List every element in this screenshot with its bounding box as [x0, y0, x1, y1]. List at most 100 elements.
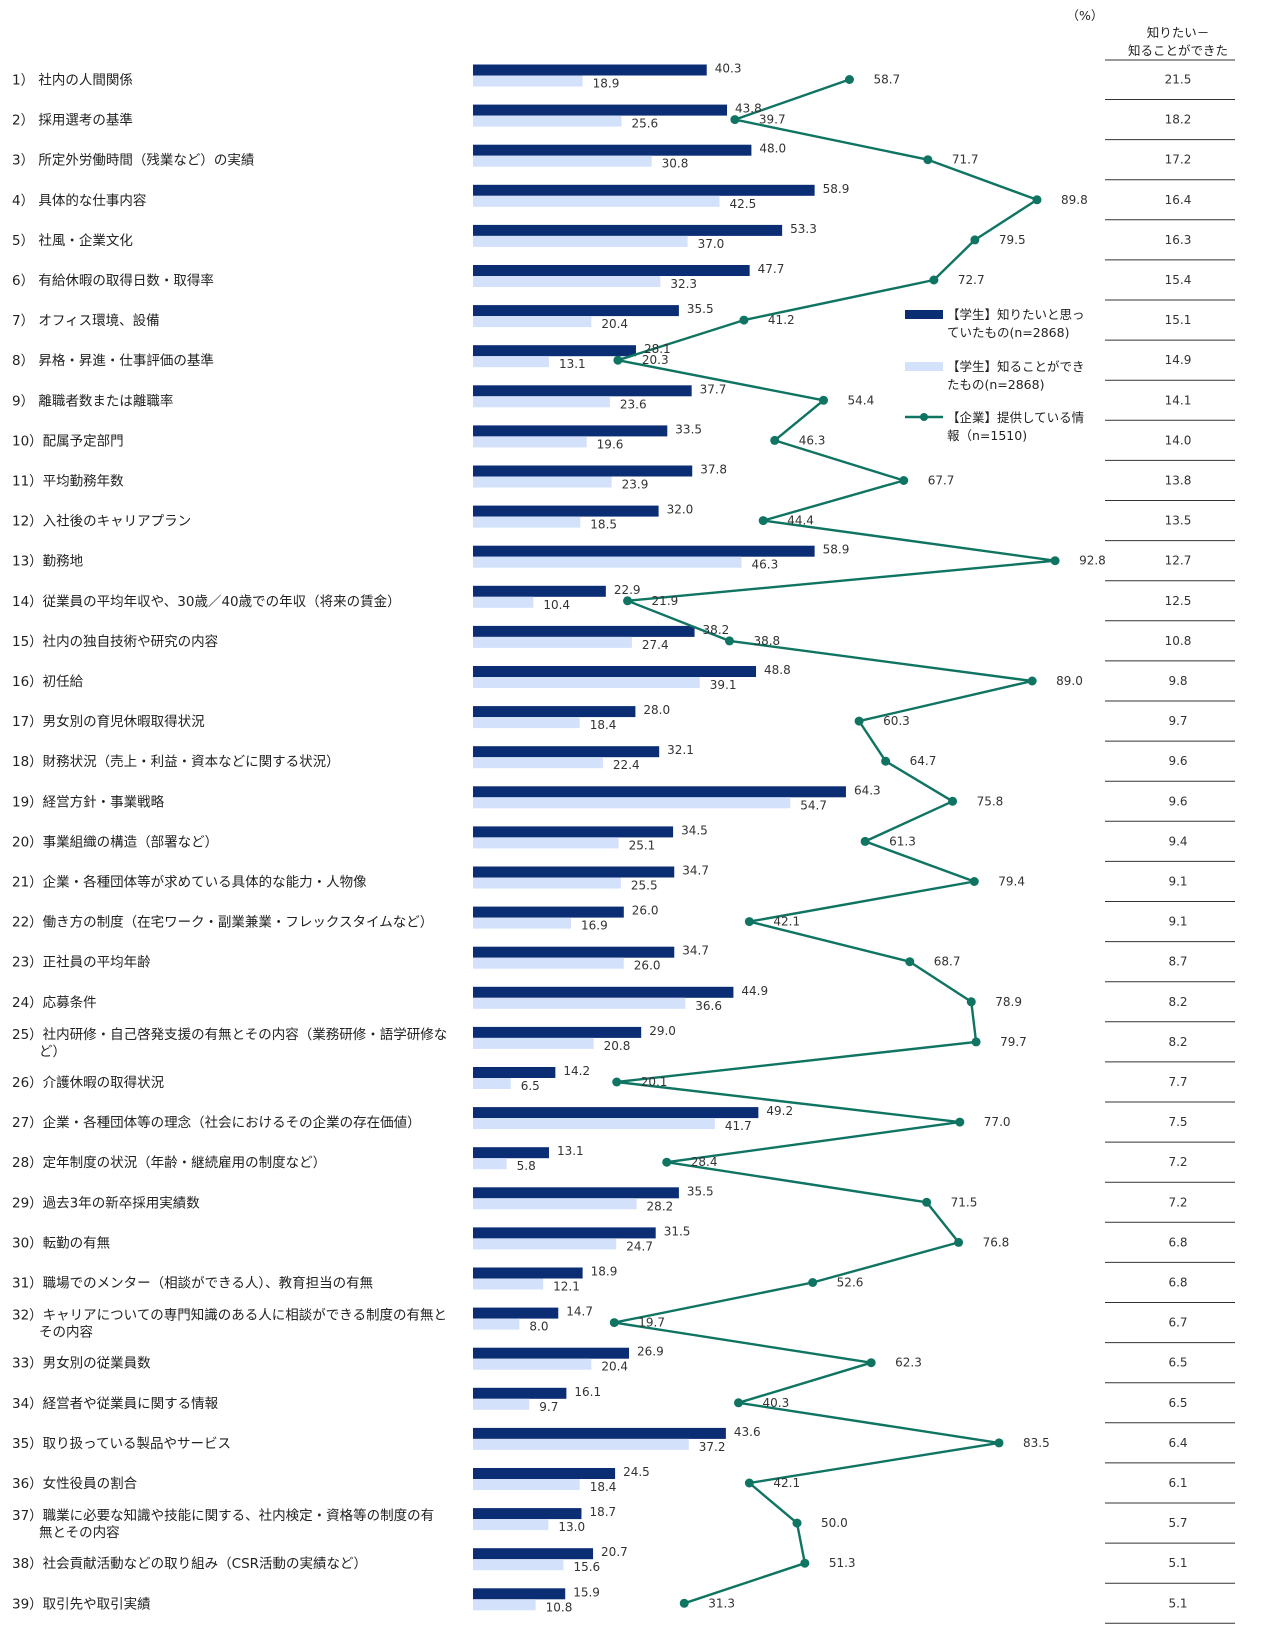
value-label-got: 37.0: [698, 237, 725, 251]
value-label-want: 43.8: [735, 102, 762, 116]
bar-want: [473, 104, 728, 116]
value-label-got: 5.8: [517, 1159, 536, 1173]
diff-value: 5.1: [1168, 1596, 1187, 1610]
value-label-company: 89.8: [1061, 193, 1088, 207]
category-label: 18）財務状況（売上・利益・資本などに関する状況）: [12, 754, 340, 770]
value-label-want: 49.2: [766, 1104, 793, 1118]
bar-want: [473, 826, 674, 838]
company-point: [730, 115, 740, 125]
value-label-want: 37.7: [700, 382, 727, 396]
category-label: 1） 社内の人間関係: [12, 73, 133, 89]
bar-want: [473, 1387, 567, 1399]
company-point: [792, 1518, 802, 1528]
company-point: [623, 596, 633, 606]
bar-want: [473, 1227, 656, 1239]
value-label-company: 46.3: [799, 433, 826, 447]
category-label: 37）職業に必要な知識や技能に関する、社内検定・資格等の制度の有: [12, 1507, 434, 1524]
company-point: [739, 315, 749, 325]
value-label-got: 13.0: [558, 1520, 585, 1534]
company-point: [881, 756, 891, 766]
diff-value: 6.8: [1168, 1276, 1187, 1290]
diff-value: 10.8: [1165, 634, 1192, 648]
value-label-want: 38.2: [703, 623, 730, 637]
category-label: 24）応募条件: [12, 994, 97, 1011]
value-label-company: 60.3: [883, 714, 910, 728]
category-label: 29）過去3年の新卒採用実績数: [12, 1195, 200, 1211]
company-point: [819, 395, 829, 405]
value-label-company: 39.7: [759, 113, 786, 127]
company-point: [971, 1037, 981, 1047]
bar-series: [473, 64, 846, 1611]
value-label-company: 67.7: [928, 474, 955, 488]
bar-got: [473, 1037, 594, 1049]
value-label-want: 22.9: [614, 583, 641, 597]
value-label-want: 34.5: [681, 823, 708, 837]
category-label: 34）経営者や従業員に関する情報: [12, 1396, 219, 1412]
category-label: 17）男女別の育児休暇取得状況: [12, 713, 205, 730]
company-point: [1050, 556, 1060, 566]
value-label-want: 58.9: [823, 543, 850, 557]
diff-value: 8.7: [1168, 955, 1187, 969]
company-point: [970, 235, 980, 245]
value-label-got: 54.7: [800, 798, 827, 812]
diff-value: 12.7: [1165, 554, 1192, 568]
value-label-company: 42.1: [773, 915, 800, 929]
category-label: 10）配属予定部門: [12, 433, 124, 449]
company-point: [744, 917, 754, 927]
value-label-want: 43.6: [734, 1425, 761, 1439]
company-point: [613, 355, 623, 365]
value-label-company: 20.1: [641, 1075, 668, 1089]
value-label-got: 15.6: [573, 1560, 600, 1574]
value-label-company: 31.3: [708, 1596, 735, 1610]
value-label-want: 32.1: [667, 743, 694, 757]
value-label-got: 25.5: [631, 879, 658, 893]
company-point: [612, 1077, 622, 1087]
diff-header-line1: 知りたい－: [1147, 25, 1210, 40]
value-label-got: 39.1: [710, 678, 737, 692]
category-label: 2） 採用選考の基準: [12, 112, 133, 129]
value-label-company: 79.7: [1000, 1035, 1027, 1049]
diff-value: 6.5: [1168, 1396, 1187, 1410]
company-point: [969, 877, 979, 886]
value-label-company: 52.6: [837, 1276, 864, 1290]
bar-want: [473, 1187, 679, 1199]
category-label: 27）企業・各種団体等の理念（社会におけるその企業の存在価値）: [12, 1114, 421, 1131]
category-label: 36）女性役員の割合: [12, 1475, 138, 1492]
value-label-want: 28.1: [644, 342, 671, 356]
category-label: その内容: [12, 1324, 93, 1341]
company-point: [662, 1157, 672, 1167]
category-label: 3） 所定外労働時間（残業など）の実績: [12, 153, 254, 169]
value-label-got: 20.8: [604, 1039, 631, 1053]
bar-got: [473, 516, 581, 528]
bar-got: [473, 596, 534, 608]
value-label-got: 22.4: [613, 758, 640, 772]
company-point: [800, 1558, 810, 1568]
company-point: [948, 796, 958, 806]
value-label-want: 34.7: [682, 944, 709, 958]
category-label: 15）社内の独自技術や研究の内容: [12, 633, 218, 650]
category-label: 6） 有給休暇の取得日数・取得率: [12, 272, 214, 289]
bar-want: [473, 385, 692, 397]
bar-want: [473, 906, 624, 918]
bar-got: [473, 1198, 637, 1210]
bar-want: [473, 425, 668, 437]
value-label-got: 18.4: [590, 718, 617, 732]
category-label: 11）平均勤務年数: [12, 474, 124, 490]
value-label-got: 18.9: [593, 77, 620, 91]
bar-got: [473, 356, 549, 368]
value-label-got: 28.2: [647, 1199, 674, 1213]
value-label-want: 13.1: [557, 1144, 584, 1158]
company-point: [854, 716, 864, 726]
value-label-got: 46.3: [752, 558, 779, 572]
diff-value: 5.7: [1168, 1516, 1187, 1530]
company-point: [734, 1398, 744, 1408]
bar-want: [473, 265, 750, 276]
value-label-want: 15.9: [573, 1585, 600, 1599]
bar-want: [473, 305, 679, 317]
diff-value: 6.7: [1168, 1316, 1187, 1330]
bar-got: [473, 837, 619, 849]
bar-want: [473, 545, 815, 557]
company-point: [1032, 195, 1042, 205]
category-label: 16）初任給: [12, 673, 84, 690]
value-label-company: 20.3: [642, 353, 669, 367]
